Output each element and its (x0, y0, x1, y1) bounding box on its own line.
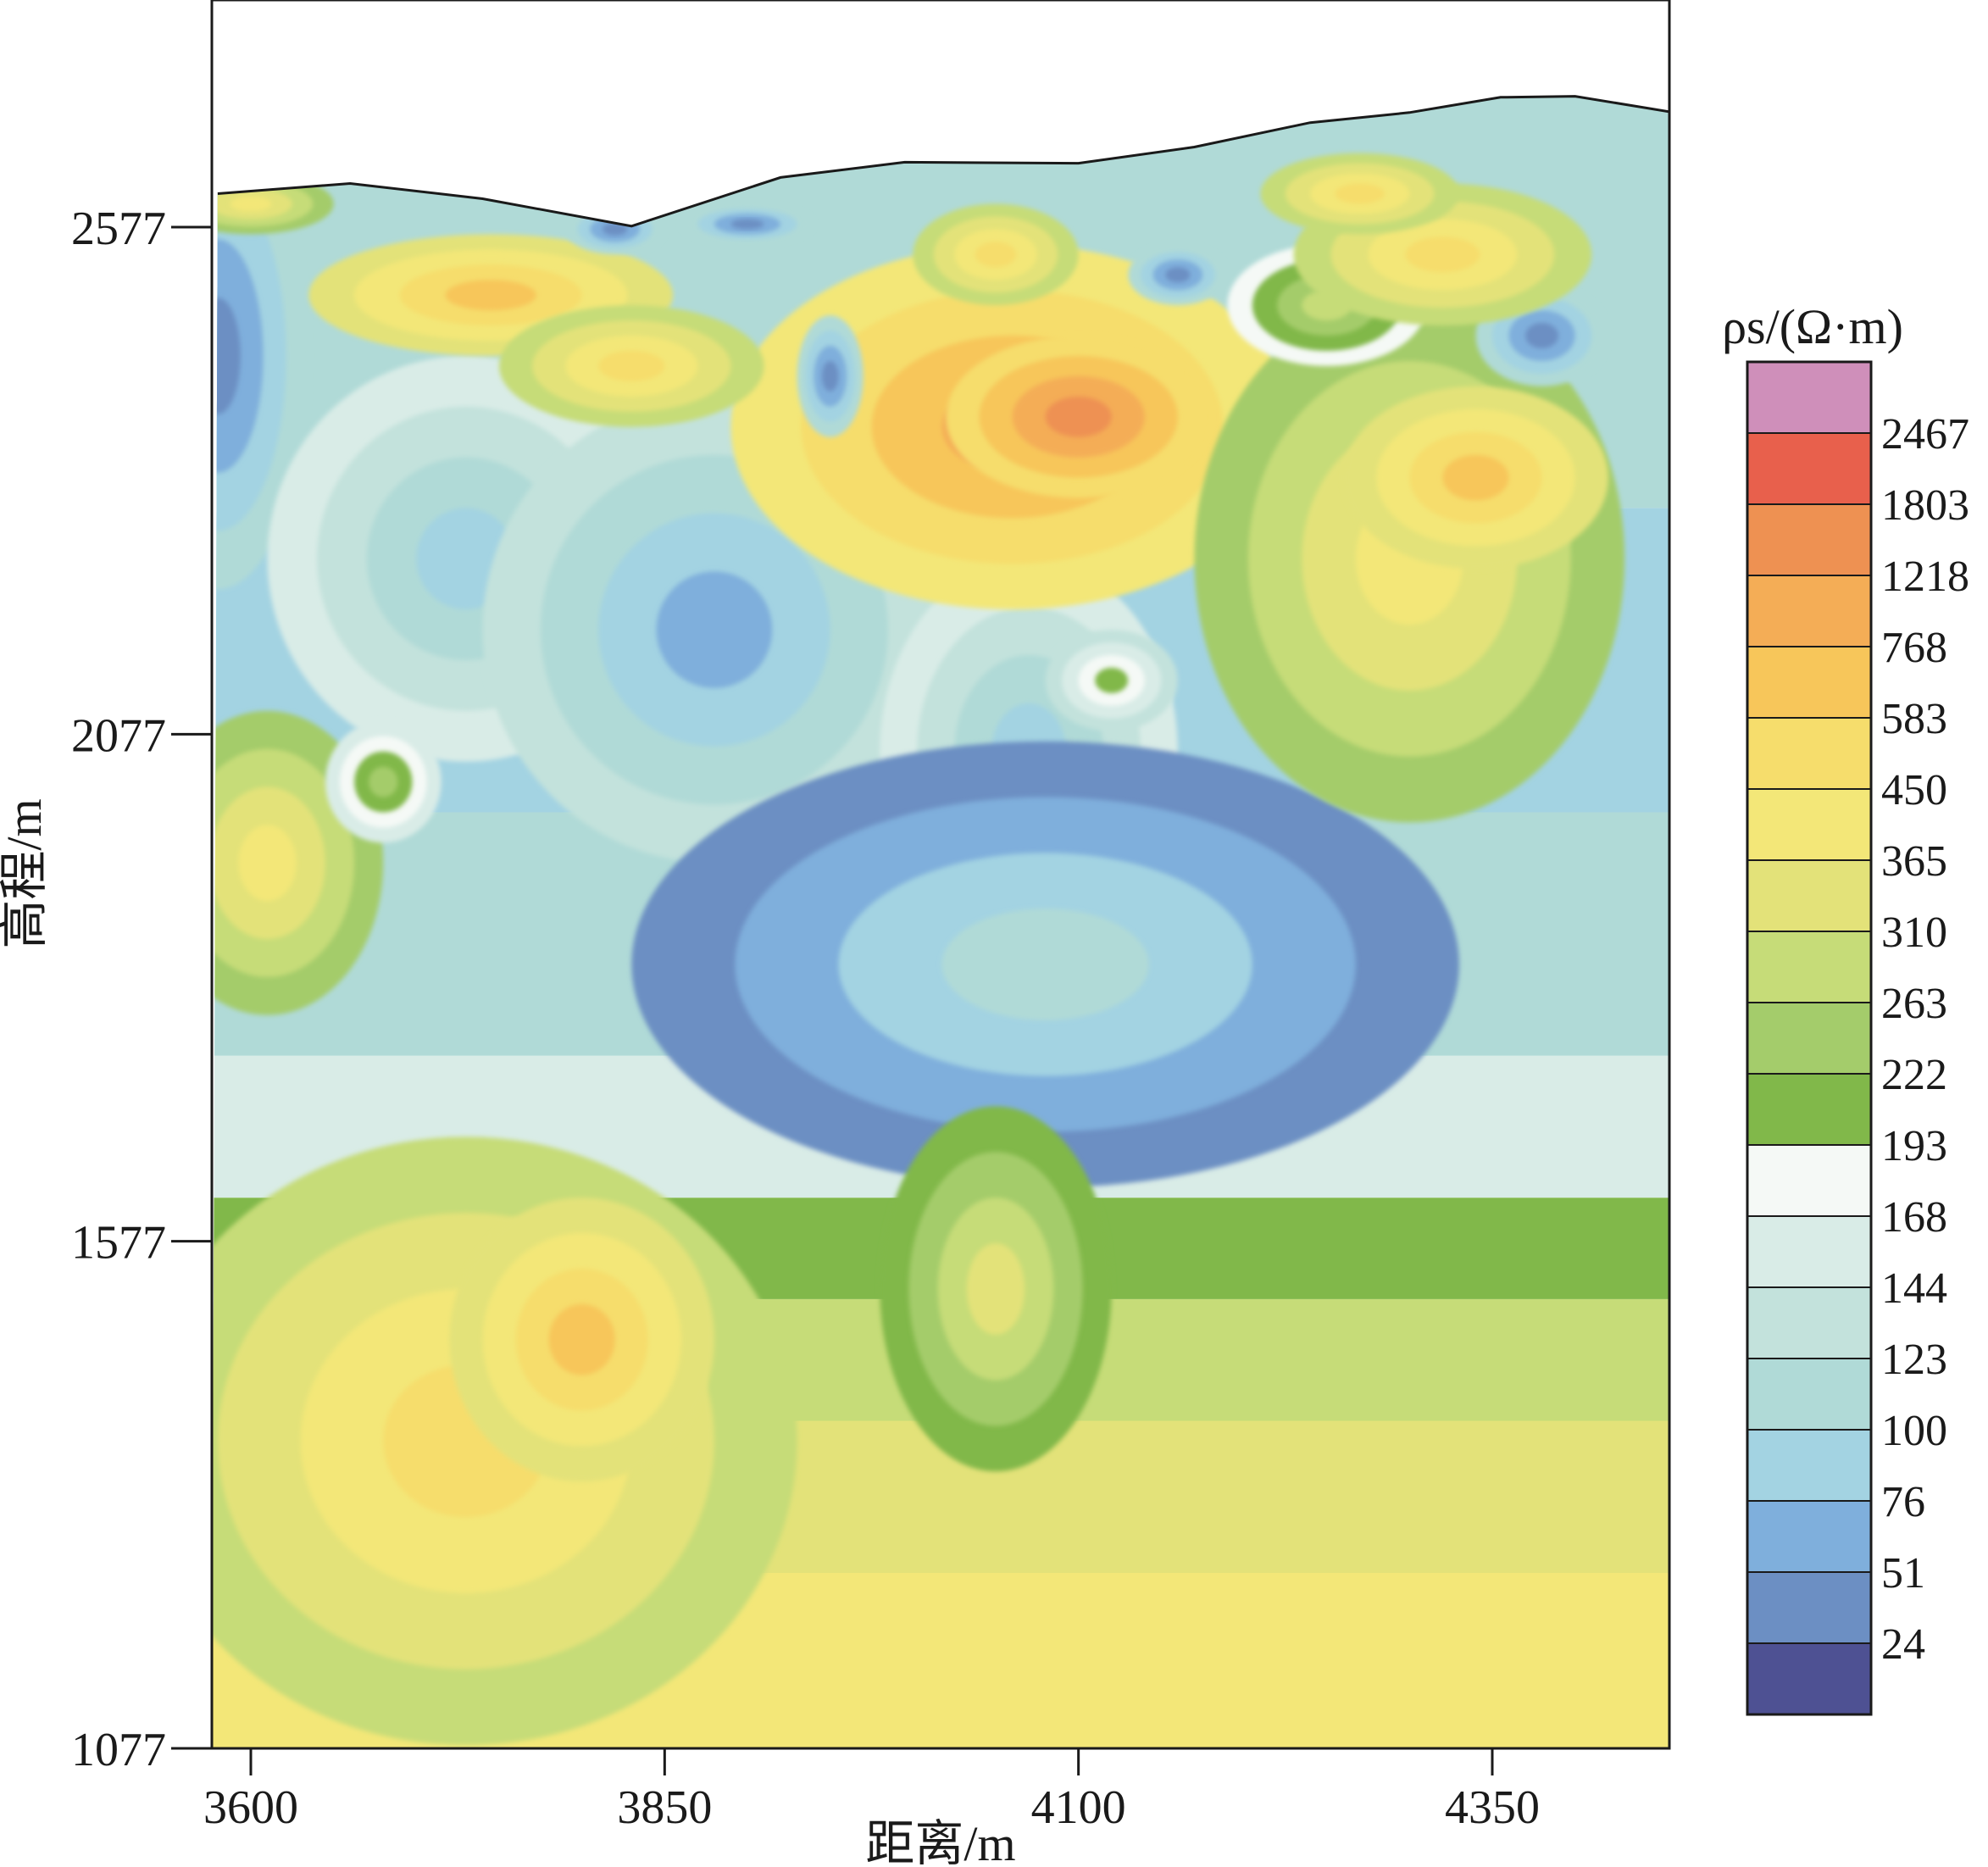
field-contour (1095, 667, 1129, 693)
field-contour (966, 1243, 1025, 1335)
colorbar-tick-label: 51 (1881, 1549, 1925, 1598)
field-contour (212, 297, 241, 414)
field-contour (1045, 396, 1112, 437)
y-axis: 2577 2077 1577 1077 (71, 203, 212, 1776)
colorbar-tick-label: 100 (1881, 1407, 1947, 1455)
colorbar-tick-label: 310 (1881, 908, 1947, 957)
plot-frame (210, 0, 1671, 1750)
x-axis: 3600 3850 4100 4350 (203, 1748, 1540, 1834)
x-tick-label: 3600 (203, 1781, 298, 1834)
colorbar-tick-label: 365 (1881, 837, 1947, 886)
colorbar-swatch (1746, 788, 1872, 861)
field-contour (1525, 323, 1559, 348)
colorbar-swatch (1746, 931, 1872, 1003)
y-axis-title: 高程/m (0, 798, 52, 948)
colorbar-tick-label: 450 (1881, 766, 1947, 814)
colorbar-frame (1746, 360, 1873, 1716)
colorbar-tick-label: 583 (1881, 695, 1947, 743)
y-tick-label: 2577 (71, 203, 166, 255)
colorbar-tick-label: 168 (1881, 1193, 1947, 1242)
field-contour (656, 571, 773, 688)
colorbar-tick-label: 222 (1881, 1051, 1947, 1099)
colorbar-swatch (1746, 575, 1872, 647)
field-contour (1405, 236, 1480, 273)
colorbar-swatch (1746, 859, 1872, 932)
field-contour (1442, 454, 1509, 501)
colorbar-swatch (1746, 717, 1872, 790)
colorbar-tick-label: 1218 (1881, 553, 1969, 601)
field-contour (821, 360, 839, 392)
surface-line (217, 95, 1669, 228)
colorbar-swatch (1746, 1642, 1872, 1715)
colorbar-tick-label: 193 (1881, 1122, 1947, 1170)
colorbar-swatch (1746, 1073, 1872, 1146)
colorbar-swatch (1746, 1144, 1872, 1217)
y-tick-label: 2077 (71, 709, 166, 762)
resistivity-field (212, 95, 1669, 1748)
x-axis-title: 距离/m (865, 1816, 1015, 1867)
colorbar-tick-label: 123 (1881, 1336, 1947, 1384)
field-contour (445, 280, 536, 311)
colorbar-tick-label: 263 (1881, 980, 1947, 1028)
field-contour (603, 222, 628, 236)
colorbar-swatch (1746, 503, 1872, 576)
colorbar-swatch (1746, 1358, 1872, 1431)
field-contour (598, 350, 665, 381)
colorbar-swatch (1746, 1286, 1872, 1359)
field-contour (548, 1303, 615, 1375)
field-contour (238, 825, 297, 902)
colorbar-swatch (1746, 646, 1872, 719)
colorbar-swatch (1746, 1500, 1872, 1573)
field-contour (730, 219, 764, 230)
colorbar-tick-label: 1803 (1881, 481, 1969, 530)
y-tick-label: 1577 (71, 1217, 166, 1270)
field-contour (1165, 267, 1191, 283)
field-contour (369, 766, 398, 797)
colorbar-tick-label: 76 (1881, 1478, 1925, 1526)
x-tick-label: 3850 (617, 1781, 712, 1834)
field-layers (212, 96, 1669, 1748)
field-contour (975, 242, 1017, 268)
field-contour (1335, 183, 1385, 204)
colorbar-tick-label: 768 (1881, 624, 1947, 672)
colorbar-swatch (1746, 432, 1872, 505)
colorbar-tick-label: 144 (1881, 1264, 1947, 1313)
colorbar-tick-label: 24 (1881, 1620, 1925, 1669)
field-contour (941, 908, 1149, 1020)
colorbar-title: ρs/(Ω·m) (1722, 299, 1903, 354)
x-tick-label: 4350 (1445, 1781, 1540, 1834)
colorbar-swatch (1746, 1215, 1872, 1288)
colorbar-swatch (1746, 1002, 1872, 1075)
colorbar: 2467 1803 1218 768 583 450 365 310 263 222 193 168 1… (1746, 360, 1969, 1716)
colorbar-swatch (1746, 1429, 1872, 1502)
colorbar-swatch (1746, 1571, 1872, 1644)
x-tick-label: 4100 (1031, 1781, 1126, 1834)
y-tick-label: 1077 (71, 1724, 166, 1776)
field-contour (230, 196, 272, 212)
colorbar-swatch (1746, 361, 1872, 434)
colorbar-tick-label: 2467 (1881, 410, 1969, 458)
